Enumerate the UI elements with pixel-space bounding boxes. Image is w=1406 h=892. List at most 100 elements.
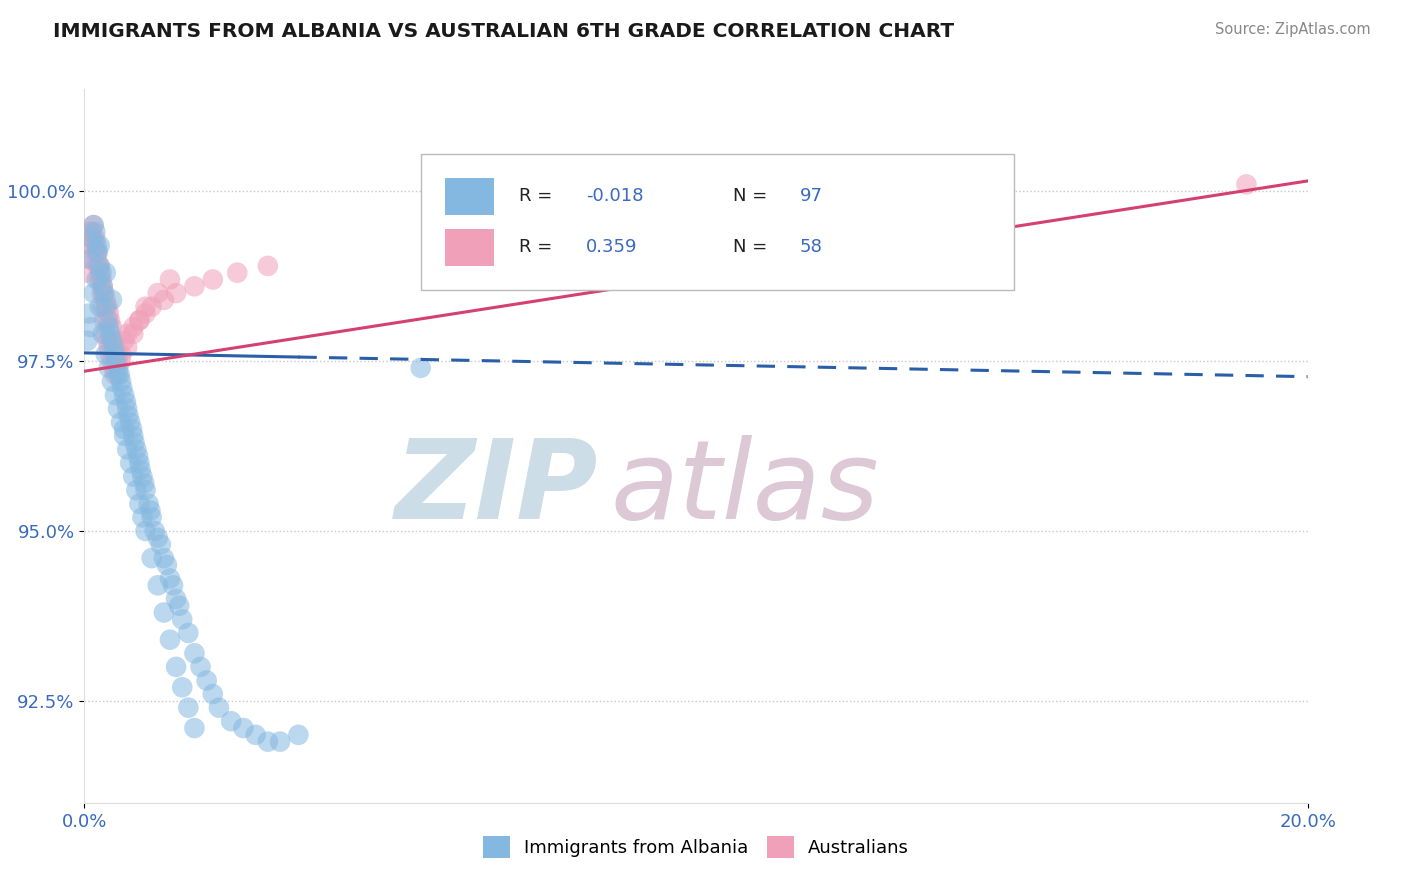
- Text: 58: 58: [800, 238, 823, 256]
- Text: IMMIGRANTS FROM ALBANIA VS AUSTRALIAN 6TH GRADE CORRELATION CHART: IMMIGRANTS FROM ALBANIA VS AUSTRALIAN 6T…: [53, 22, 955, 41]
- Point: [112, 334, 135, 348]
- Point: [107, 354, 129, 368]
- Point: [104, 388, 127, 402]
- Text: R =: R =: [519, 187, 558, 205]
- Point: [107, 401, 129, 416]
- Point: [153, 551, 176, 566]
- Point: [105, 354, 128, 368]
- Point: [97, 306, 120, 320]
- Point: [112, 422, 135, 436]
- Point: [159, 632, 181, 647]
- Point: [80, 225, 103, 239]
- Point: [134, 476, 156, 491]
- Bar: [446, 178, 494, 215]
- Point: [83, 238, 105, 252]
- Point: [115, 326, 138, 341]
- Point: [120, 456, 142, 470]
- Point: [87, 245, 110, 260]
- Point: [115, 442, 138, 457]
- Point: [128, 456, 150, 470]
- Point: [83, 286, 105, 301]
- Text: N =: N =: [733, 187, 773, 205]
- Point: [79, 238, 101, 252]
- Point: [172, 680, 194, 694]
- Point: [120, 415, 142, 429]
- Point: [103, 360, 125, 375]
- Point: [177, 700, 200, 714]
- Point: [111, 381, 134, 395]
- Point: [162, 578, 184, 592]
- Point: [94, 347, 117, 361]
- Bar: [446, 228, 494, 266]
- Point: [89, 272, 111, 286]
- Point: [172, 612, 194, 626]
- Point: [115, 401, 138, 416]
- Point: [91, 326, 114, 341]
- Point: [97, 341, 120, 355]
- Point: [89, 266, 111, 280]
- Point: [128, 313, 150, 327]
- Point: [115, 341, 138, 355]
- Text: atlas: atlas: [610, 435, 879, 542]
- Point: [121, 422, 143, 436]
- Point: [122, 326, 145, 341]
- Point: [110, 375, 132, 389]
- Point: [128, 313, 150, 327]
- Point: [183, 721, 205, 735]
- Point: [146, 531, 169, 545]
- Point: [101, 354, 124, 368]
- Point: [83, 218, 105, 232]
- Point: [165, 591, 187, 606]
- Point: [97, 313, 120, 327]
- Point: [91, 300, 114, 314]
- Point: [97, 334, 120, 348]
- Point: [86, 245, 108, 260]
- Text: 0.359: 0.359: [586, 238, 637, 256]
- Point: [104, 368, 127, 382]
- Point: [83, 232, 105, 246]
- Point: [1236, 178, 1258, 192]
- Point: [141, 300, 163, 314]
- Point: [226, 266, 249, 280]
- Point: [122, 469, 145, 483]
- Point: [90, 286, 112, 301]
- Point: [149, 537, 172, 551]
- Point: [86, 238, 108, 252]
- Point: [165, 660, 187, 674]
- Point: [165, 286, 187, 301]
- Point: [108, 368, 131, 382]
- Point: [201, 272, 224, 286]
- Point: [94, 300, 117, 314]
- Text: ZIP: ZIP: [395, 435, 598, 542]
- Point: [159, 572, 181, 586]
- Point: [122, 429, 145, 443]
- Point: [94, 326, 117, 341]
- Point: [91, 279, 114, 293]
- Point: [127, 449, 149, 463]
- Point: [125, 442, 148, 457]
- Point: [257, 259, 280, 273]
- Point: [232, 721, 254, 735]
- Point: [122, 320, 145, 334]
- Point: [97, 300, 120, 314]
- Point: [89, 238, 111, 252]
- Point: [190, 660, 212, 674]
- Point: [89, 300, 111, 314]
- Text: -0.018: -0.018: [586, 187, 644, 205]
- Point: [131, 510, 153, 524]
- Point: [153, 293, 176, 307]
- Point: [107, 360, 129, 375]
- Point: [89, 259, 111, 273]
- Point: [79, 225, 101, 239]
- Point: [110, 347, 132, 361]
- Point: [83, 218, 105, 232]
- Point: [135, 524, 157, 538]
- Point: [97, 320, 120, 334]
- Point: [94, 293, 117, 307]
- Point: [141, 510, 163, 524]
- Point: [107, 368, 129, 382]
- Point: [183, 646, 205, 660]
- Point: [245, 728, 267, 742]
- Point: [146, 578, 169, 592]
- Point: [287, 728, 309, 742]
